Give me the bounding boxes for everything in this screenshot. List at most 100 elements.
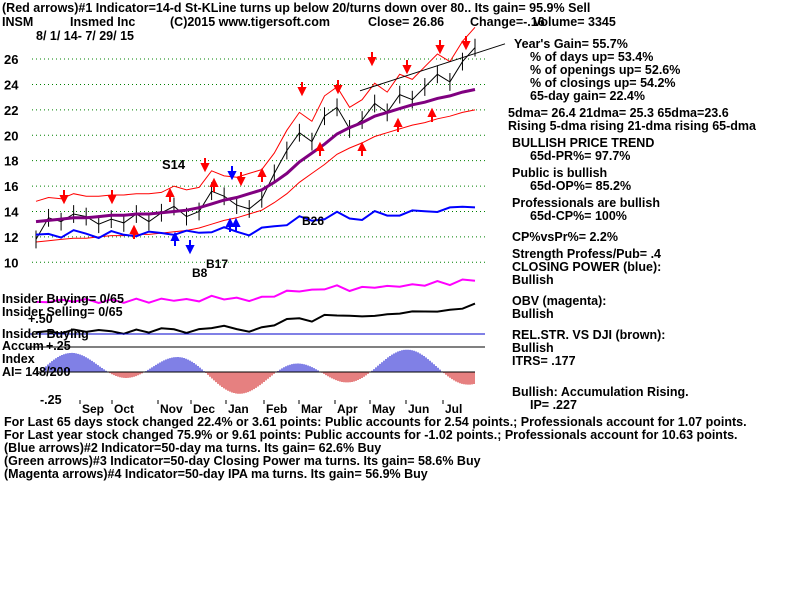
- y-tick-label: 12: [4, 230, 18, 245]
- x-tick-label: Sep: [82, 402, 104, 416]
- close-value: Close= 26.86: [368, 15, 445, 29]
- signal-b8: B8: [192, 266, 208, 280]
- rising-mas: Rising 5-dma rising 21-dma rising 65-dma: [508, 119, 756, 133]
- y-tick-label: 26: [4, 52, 18, 67]
- accum-minus25: -.25: [40, 393, 62, 407]
- days-up: % of days up= 53.4%: [530, 50, 654, 64]
- y-tick-label: 14: [4, 204, 19, 219]
- side-panel: Year's Gain= 55.7% % of days up= 53.4% %…: [508, 38, 756, 412]
- public-status: Public is bullish: [512, 166, 608, 180]
- itrs-value: ITRS= .177: [512, 354, 576, 368]
- obv-line: [35, 278, 476, 305]
- closing-power-line: [35, 205, 476, 240]
- signal-arrow: [393, 117, 403, 132]
- signal-arrow: [185, 240, 195, 255]
- company-name: Insmed Inc: [70, 15, 136, 29]
- signal-arrow: [333, 80, 343, 95]
- signal-arrow: [367, 52, 377, 67]
- x-tick-labels: Sep Oct Nov Dec Jan Feb Mar Apr May Jun Jul: [79, 400, 462, 416]
- signal-arrow: [427, 107, 437, 122]
- signal-arrow: [170, 231, 180, 246]
- signal-arrow: [165, 187, 175, 202]
- grid: [32, 58, 485, 263]
- x-tick-label: Feb: [266, 402, 287, 416]
- relstr-label: REL.STR. VS DJI (brown):: [512, 328, 666, 342]
- relstr-status: Bullish: [512, 341, 554, 355]
- bands: [35, 26, 506, 243]
- x-tick-label: May: [372, 402, 396, 416]
- change-value: Change=-.16: [470, 15, 545, 29]
- strength-ratio: Strength Profess/Pub= .4: [512, 247, 661, 261]
- trendline: [359, 43, 506, 92]
- price-chart: 26 24 22 20 18 16 14 12 10 Sep Oct Nov Dec Jan Feb Mar…: [4, 26, 506, 416]
- signal-arrow: [59, 190, 69, 205]
- signal-arrow: [257, 167, 267, 182]
- signal-arrows: [59, 36, 471, 255]
- op-value: 65d-OP%= 85.2%: [530, 179, 632, 193]
- signal-b17: B17: [206, 257, 229, 271]
- insider-buying-count: Insider Buying= 0/65: [2, 292, 124, 306]
- signal-arrow: [209, 177, 219, 192]
- signal-s14: S14: [162, 157, 186, 172]
- obv-status: Bullish: [512, 307, 554, 321]
- signal-arrow: [357, 141, 367, 156]
- copyright: (C)2015 www.tigersoft.com: [170, 15, 330, 29]
- signal-arrow: [227, 166, 237, 181]
- date-range: 8/ 1/ 14- 7/ 29/ 15: [36, 29, 134, 43]
- footer-magenta-arrows: (Magenta arrows)#4 Indicator=50-day IPA …: [4, 467, 428, 481]
- accum-rising: Bullish: Accumulation Rising.: [512, 385, 689, 399]
- insider-buying-label: Insider Buying: [2, 327, 89, 341]
- signal-b26: B26: [302, 214, 325, 228]
- footer-65day: For Last 65 days stock changed 22.4% or …: [4, 415, 747, 429]
- x-tick-label: Oct: [114, 402, 134, 416]
- pr-value: 65d-PR%= 97.7%: [530, 149, 631, 163]
- obv: [35, 278, 476, 305]
- x-tick-label: Jan: [228, 402, 249, 416]
- ticker: INSM: [2, 15, 34, 29]
- ma65-line: [35, 88, 476, 224]
- dma-values: 5dma= 26.4 21dma= 25.3 65dma=23.6: [508, 106, 729, 120]
- accum-plus25: +.25: [46, 339, 71, 353]
- relative-strength-line: [35, 302, 476, 335]
- signal-arrow: [461, 36, 471, 51]
- cp-value: 65d-CP%= 100%: [530, 209, 627, 223]
- footer-year: For Last year stock changed 75.9% or 9.6…: [4, 428, 738, 442]
- x-tick-label: Apr: [337, 402, 358, 416]
- signal-arrow: [236, 172, 246, 187]
- signal-arrow: [200, 158, 210, 173]
- insider-selling-count: Insider Selling= 0/65: [2, 305, 123, 319]
- y-tick-label: 24: [4, 77, 19, 92]
- signal-arrow: [107, 190, 117, 205]
- upper-band: [35, 26, 476, 202]
- footer-blue-arrows: (Blue arrows)#2 Indicator=50-day ma turn…: [4, 441, 382, 455]
- accum-plus50: +.50: [28, 312, 53, 326]
- x-tick-label: Jul: [445, 402, 462, 416]
- series-lines: [35, 47, 476, 240]
- y-tick-label: 10: [4, 255, 18, 270]
- price-line: [35, 47, 476, 240]
- footer-green-arrows: (Green arrows)#3 Indicator=50-day Closin…: [4, 454, 481, 468]
- accumulation-histogram: [36, 349, 475, 394]
- cp-vs-pr: CP%vsPr%= 2.2%: [512, 230, 618, 244]
- accum-label: Accum: [2, 339, 44, 353]
- price-trend: BULLISH PRICE TREND: [512, 136, 655, 150]
- x-tick-label: Nov: [160, 402, 183, 416]
- y-tick-label: 16: [4, 179, 18, 194]
- day65-gain: 65-day gain= 22.4%: [530, 89, 645, 103]
- obv-label: OBV (magenta):: [512, 294, 607, 308]
- volume-value: Volume= 3345: [533, 15, 616, 29]
- closing-power-label: CLOSING POWER (blue):: [512, 260, 662, 274]
- openings-up: % of openings up= 52.6%: [530, 63, 681, 77]
- closing-power-status: Bullish: [512, 273, 554, 287]
- signal-arrow: [315, 141, 325, 156]
- professionals-status: Professionals are bullish: [512, 196, 660, 210]
- y-tick-label: 22: [4, 103, 18, 118]
- y-tick-labels: 26 24 22 20 18 16 14 12 10: [4, 52, 19, 270]
- relative-strength: [35, 302, 476, 335]
- lower-band: [35, 109, 476, 243]
- y-tick-label: 18: [4, 154, 18, 169]
- ai-value: AI= 148/200: [2, 365, 71, 379]
- x-tick-label: Mar: [301, 402, 323, 416]
- signal-arrow: [435, 40, 445, 55]
- ip-value: IP= .227: [530, 398, 577, 412]
